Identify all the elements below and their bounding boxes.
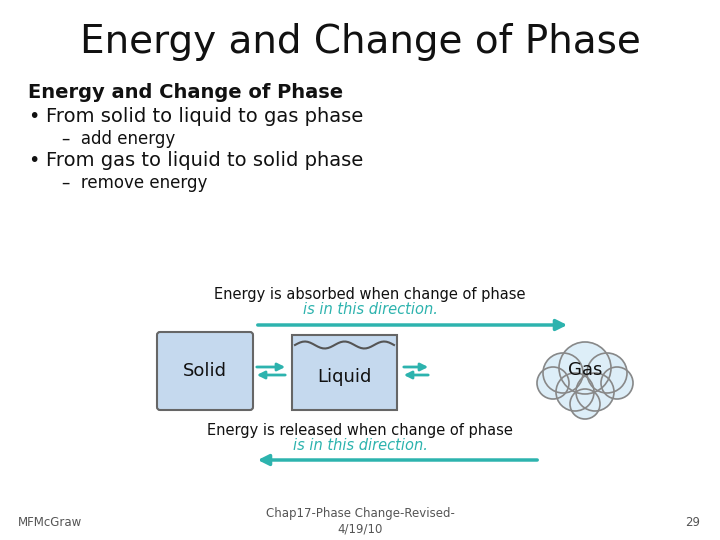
Circle shape (556, 373, 594, 411)
Circle shape (587, 353, 627, 393)
Circle shape (537, 367, 569, 399)
Text: Chap17-Phase Change-Revised-
4/19/10: Chap17-Phase Change-Revised- 4/19/10 (266, 507, 454, 535)
Text: Energy and Change of Phase: Energy and Change of Phase (80, 23, 640, 61)
FancyBboxPatch shape (157, 332, 253, 410)
Text: Liquid: Liquid (318, 368, 372, 386)
Text: •: • (28, 107, 40, 126)
Text: Energy and Change of Phase: Energy and Change of Phase (28, 83, 343, 102)
Text: From solid to liquid to gas phase: From solid to liquid to gas phase (46, 107, 364, 126)
Text: From gas to liquid to solid phase: From gas to liquid to solid phase (46, 152, 364, 171)
Text: 29: 29 (685, 516, 700, 530)
Text: Solid: Solid (183, 362, 227, 380)
Text: MFMcGraw: MFMcGraw (18, 516, 82, 530)
Circle shape (559, 342, 611, 394)
Text: Gas: Gas (568, 361, 602, 379)
Circle shape (576, 373, 614, 411)
Text: –  remove energy: – remove energy (62, 174, 207, 192)
Circle shape (601, 367, 633, 399)
Text: •: • (28, 152, 40, 171)
Circle shape (570, 389, 600, 419)
Circle shape (543, 353, 583, 393)
Text: is in this direction.: is in this direction. (292, 437, 428, 453)
FancyBboxPatch shape (292, 335, 397, 410)
Text: –  add energy: – add energy (62, 130, 175, 148)
Text: is in this direction.: is in this direction. (302, 302, 438, 318)
Text: Energy is released when change of phase: Energy is released when change of phase (207, 422, 513, 437)
Text: Energy is absorbed when change of phase: Energy is absorbed when change of phase (215, 287, 526, 302)
